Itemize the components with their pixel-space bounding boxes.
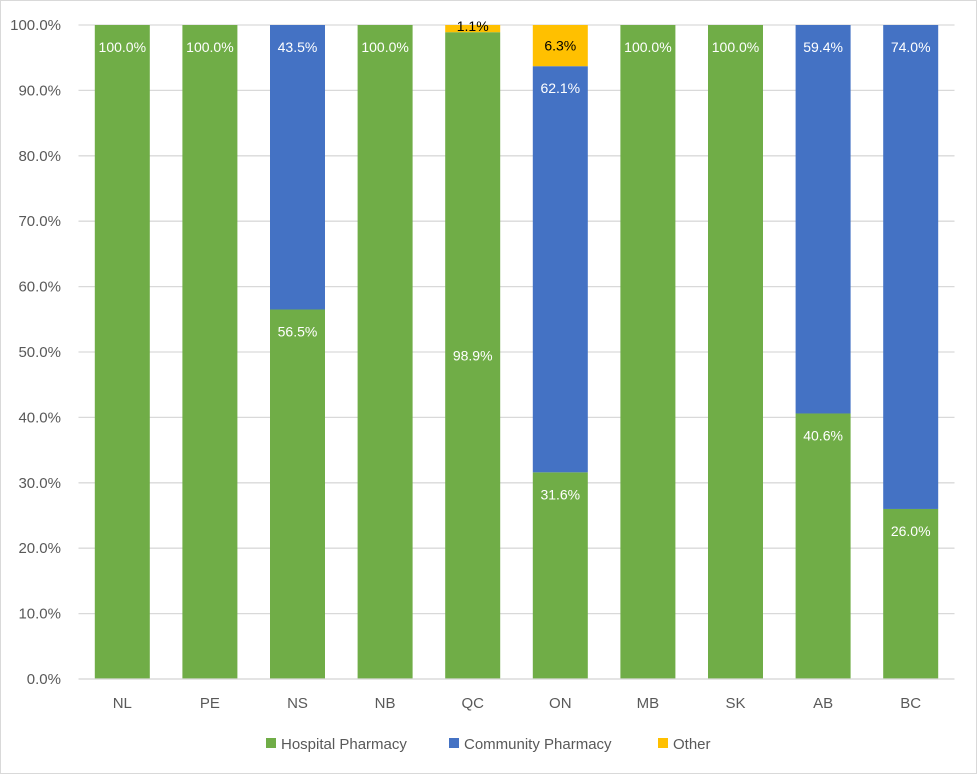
data-label: 100.0%	[99, 39, 146, 55]
bar-segment	[620, 25, 676, 679]
data-label: 6.3%	[544, 38, 576, 54]
bar-segment	[532, 66, 588, 473]
y-tick-label: 80.0%	[18, 148, 61, 165]
bar-segment	[445, 32, 501, 680]
data-label: 74.0%	[891, 39, 931, 55]
data-label: 100.0%	[186, 39, 233, 55]
x-tick-label: PE	[200, 695, 220, 712]
bar-segment	[532, 25, 588, 67]
bar-segment	[795, 413, 851, 679]
x-tick-label: SK	[725, 695, 745, 712]
x-tick-label: ON	[549, 695, 572, 712]
data-label: 100.0%	[712, 39, 759, 55]
y-tick-label: 0.0%	[27, 671, 61, 688]
x-tick-label: BC	[900, 695, 921, 712]
y-tick-label: 40.0%	[18, 409, 61, 426]
data-label: 59.4%	[803, 39, 843, 55]
bar-segment	[883, 508, 939, 679]
bar-segment	[182, 25, 238, 679]
bar-segment	[445, 25, 501, 33]
bar-segment	[795, 25, 851, 414]
legend-swatch	[266, 738, 276, 748]
bar-segment	[532, 472, 588, 679]
data-label: 100.0%	[361, 39, 408, 55]
bar-segment	[883, 25, 939, 509]
bar-segment	[708, 25, 763, 679]
bar-segment	[357, 25, 413, 679]
x-tick-label: NL	[113, 695, 132, 712]
bar-segment	[270, 309, 325, 679]
data-label: 26.0%	[891, 523, 931, 539]
data-label: 62.1%	[540, 80, 580, 96]
legend-swatch	[658, 738, 668, 748]
y-tick-label: 30.0%	[18, 475, 61, 492]
data-label: 1.1%	[457, 18, 489, 34]
data-label: 100.0%	[624, 39, 671, 55]
legend-swatch	[449, 738, 459, 748]
data-label: 31.6%	[540, 486, 580, 502]
bar-segment	[94, 25, 150, 679]
y-tick-label: 70.0%	[18, 213, 61, 230]
x-tick-label: NB	[375, 695, 396, 712]
y-tick-label: 60.0%	[18, 279, 61, 296]
data-label: 43.5%	[278, 39, 318, 55]
legend-label: Community Pharmacy	[464, 736, 612, 753]
y-tick-label: 10.0%	[18, 606, 61, 623]
x-tick-label: MB	[637, 695, 660, 712]
legend-label: Hospital Pharmacy	[281, 736, 407, 753]
y-tick-label: 90.0%	[18, 82, 61, 99]
legend-label: Other	[673, 736, 711, 753]
y-tick-label: 20.0%	[18, 540, 61, 557]
x-tick-label: AB	[813, 695, 833, 712]
data-label: 40.6%	[803, 427, 843, 443]
bar-segment	[270, 25, 325, 310]
y-tick-label: 50.0%	[18, 344, 61, 361]
y-tick-label: 100.0%	[10, 17, 61, 34]
x-tick-label: QC	[461, 695, 484, 712]
data-label: 98.9%	[453, 348, 493, 364]
x-tick-label: NS	[287, 695, 308, 712]
data-label: 56.5%	[278, 323, 318, 339]
